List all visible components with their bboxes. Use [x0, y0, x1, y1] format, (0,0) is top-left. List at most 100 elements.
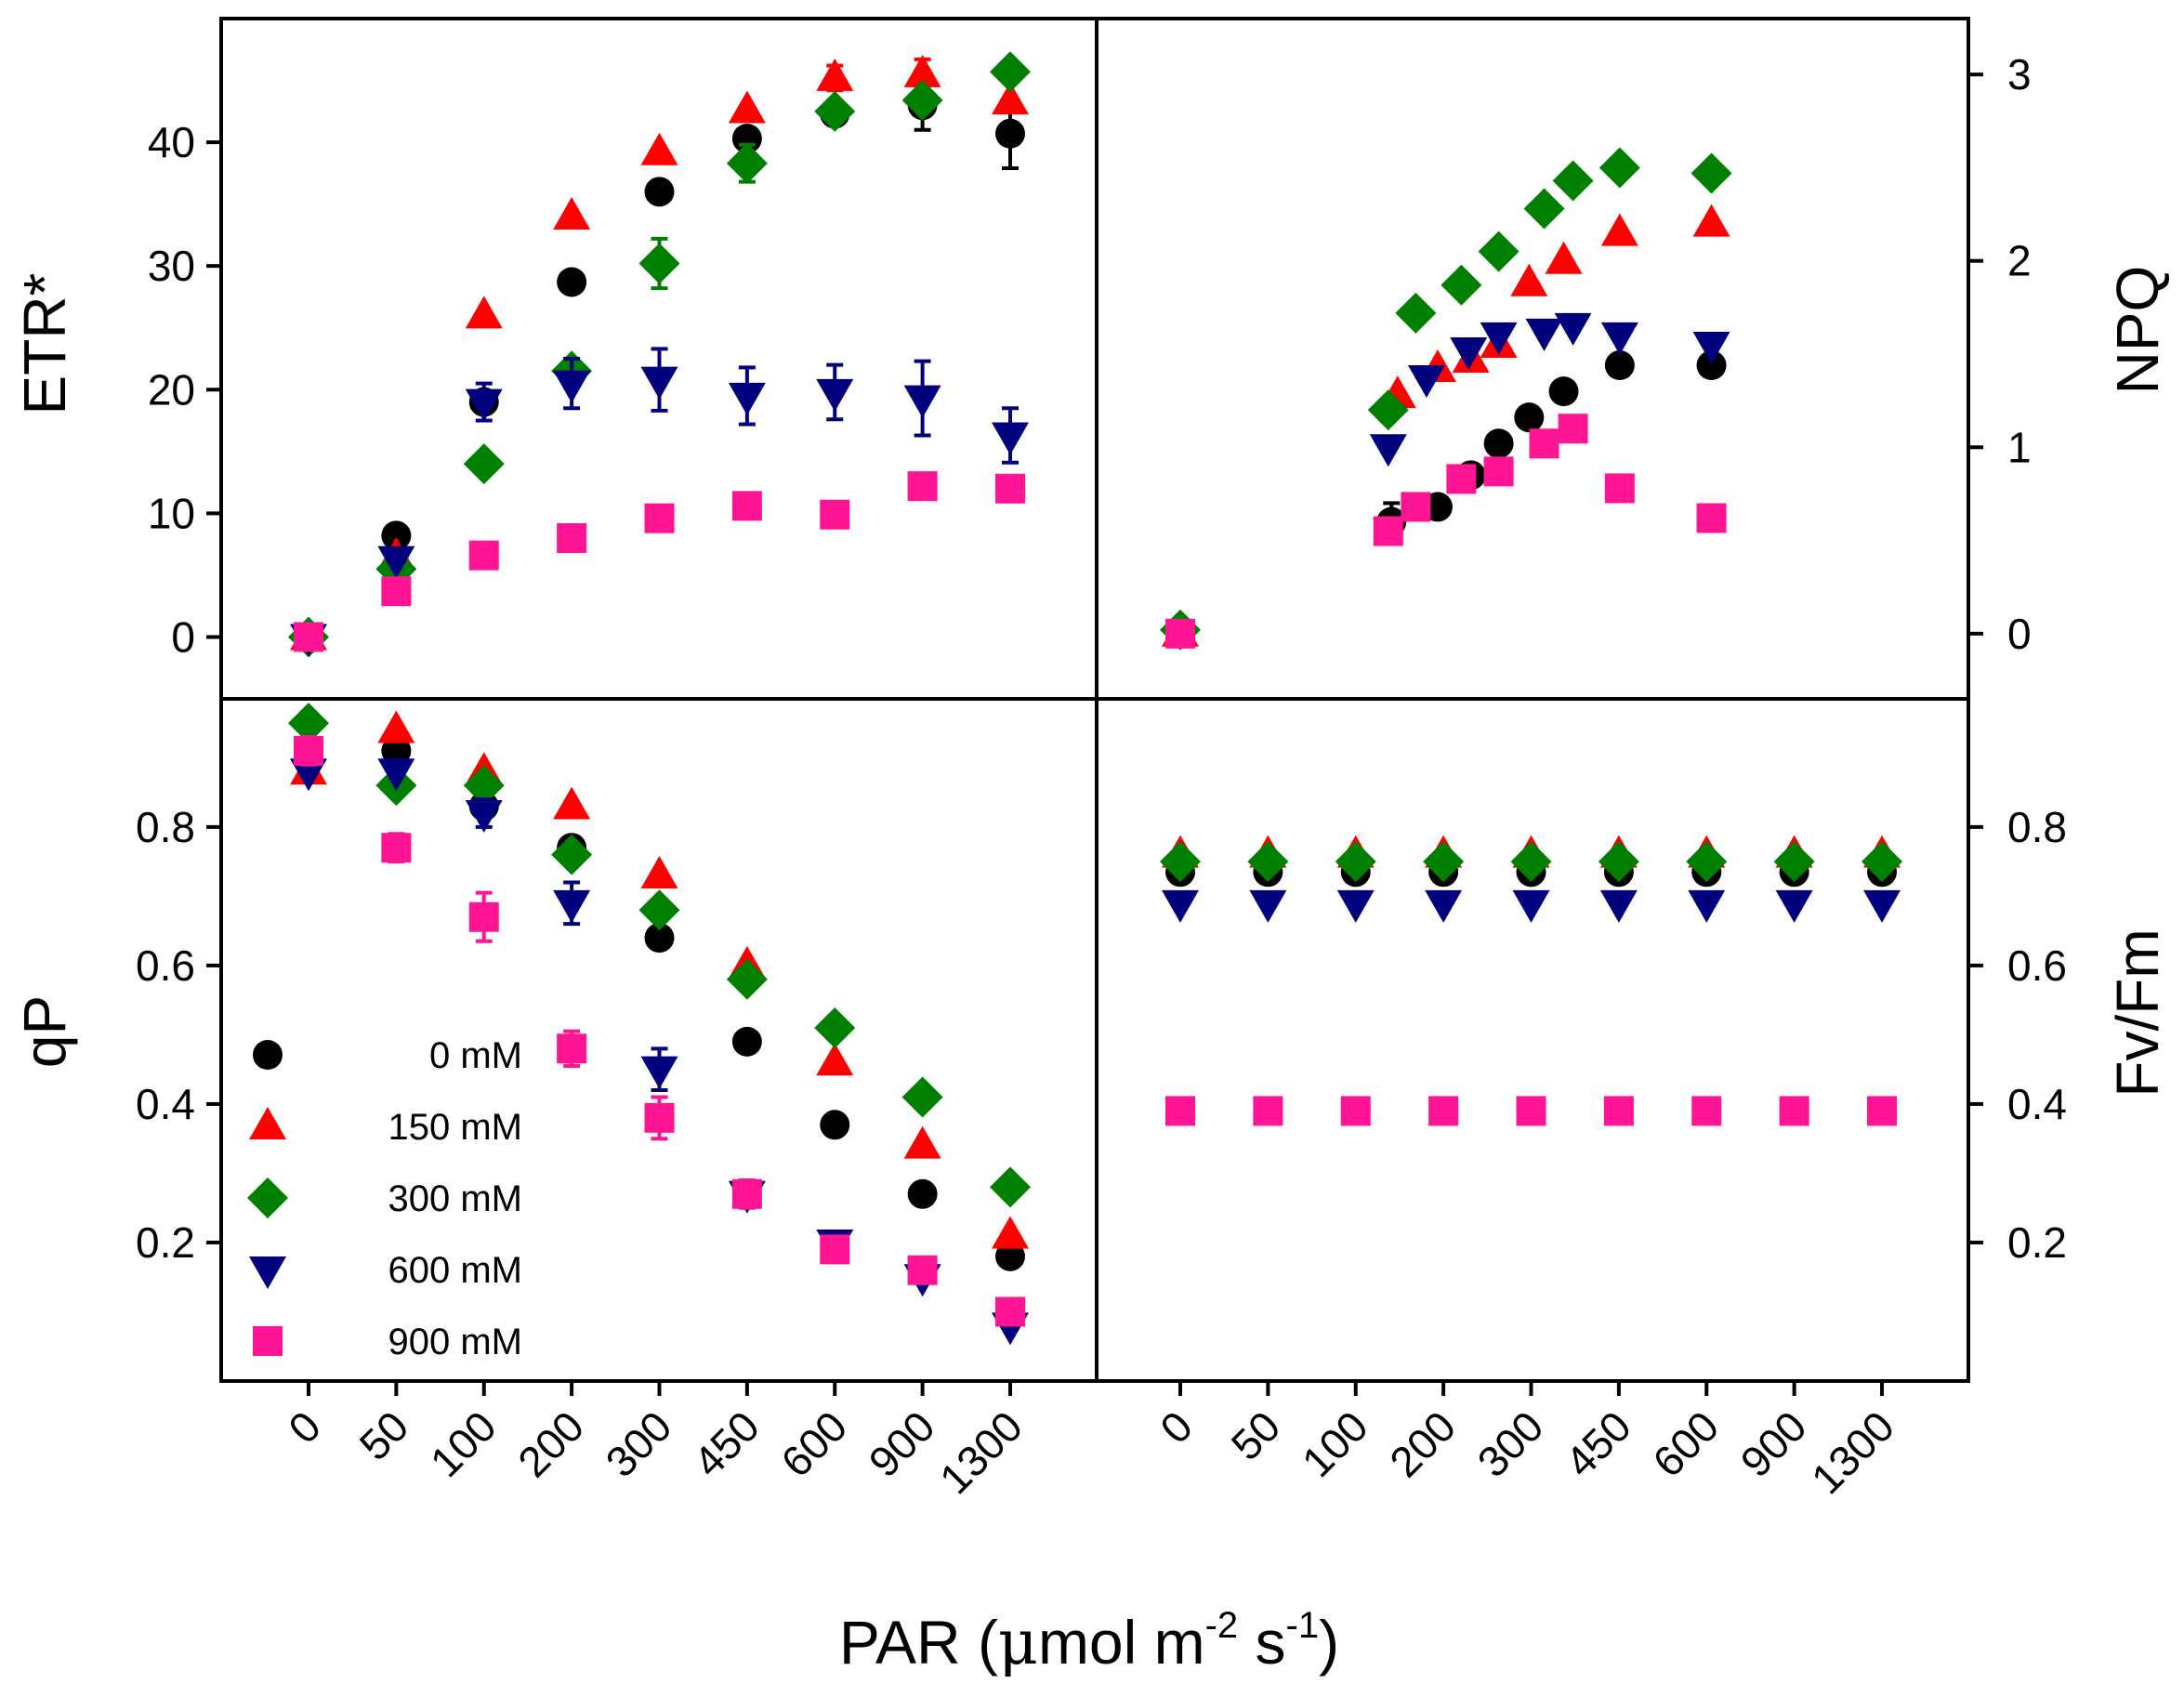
fvfm-y-tick-label: 0.6 — [2007, 941, 2067, 990]
fvfm-point-600mm-5 — [1599, 889, 1638, 923]
npq-point-150mm-6 — [1545, 241, 1583, 274]
etr-point-900mm-7 — [907, 471, 938, 502]
npq-y-tick-label: 2 — [2007, 237, 2032, 285]
qp-point-300mm-3 — [551, 834, 593, 875]
etr-y-tick-label: 10 — [148, 489, 195, 537]
x-title-close: ) — [1319, 1608, 1339, 1677]
etr-point-600mm-8 — [992, 422, 1029, 455]
npq-point-600mm-0 — [1369, 434, 1407, 467]
fvfm-point-600mm-2 — [1336, 889, 1375, 923]
qp-point-600mm-1 — [377, 758, 415, 792]
npq-point-0mm-7 — [1604, 350, 1635, 381]
npq-point-600mm-1 — [1407, 365, 1445, 399]
npq-point-600mm-6 — [1600, 322, 1638, 355]
panel-etr — [288, 51, 1031, 658]
fvfm-point-300mm-0 — [1160, 841, 1201, 883]
fvfm-point-900mm-2 — [1340, 1096, 1371, 1126]
qp-point-0mm-6 — [820, 1110, 850, 1140]
fvfm-axis-title: Fv/Fm — [2104, 928, 2171, 1097]
qp-point-150mm-3 — [553, 786, 591, 820]
etr-point-0mm-8 — [995, 118, 1025, 149]
legend-marker-0 — [253, 1040, 283, 1070]
x-title-mol: mol m — [1038, 1608, 1205, 1677]
npq-point-900mm-5 — [1529, 428, 1559, 459]
qp-point-300mm-5 — [726, 958, 768, 1000]
fvfm-y-tick-label: 0.2 — [2007, 1218, 2067, 1267]
qp-point-150mm-1 — [377, 710, 415, 743]
x-axis-title: PAR (μmol m-2 s-1) — [839, 1605, 1339, 1678]
fvfm-point-600mm-7 — [1775, 889, 1813, 923]
qp-point-300mm-6 — [814, 1006, 856, 1048]
qp-point-900mm-0 — [294, 735, 323, 766]
npq-point-900mm-7 — [1604, 473, 1635, 504]
etr-point-0mm-4 — [644, 177, 675, 207]
etr-point-300mm-4 — [638, 243, 680, 284]
fvfm-point-600mm-4 — [1512, 889, 1550, 923]
qp-point-150mm-8 — [992, 1216, 1029, 1249]
npq-point-150mm-7 — [1600, 213, 1638, 246]
fvfm-y-tick-label: 0.8 — [2007, 803, 2067, 851]
etr-point-900mm-2 — [468, 540, 499, 571]
etr-y-tick-label: 20 — [148, 365, 195, 414]
panel-qp — [288, 703, 1031, 1346]
etr-point-600mm-7 — [903, 385, 941, 418]
etr-point-900mm-0 — [294, 622, 323, 652]
npq-point-300mm-1 — [1367, 389, 1409, 431]
qp-point-300mm-2 — [463, 765, 505, 807]
npq-point-600mm-2 — [1450, 336, 1488, 370]
etr-point-600mm-2 — [465, 388, 503, 422]
etr-point-600mm-1 — [377, 546, 415, 579]
npq-point-0mm-6 — [1548, 376, 1579, 407]
qp-axis-title: qP — [11, 995, 78, 1068]
legend-marker-2 — [247, 1177, 288, 1218]
qp-point-300mm-8 — [990, 1166, 1031, 1208]
fvfm-point-900mm-4 — [1516, 1096, 1546, 1126]
qp-point-600mm-4 — [640, 1056, 678, 1089]
qp-point-150mm-6 — [816, 1043, 854, 1076]
npq-point-300mm-7 — [1599, 147, 1640, 189]
npq-point-900mm-8 — [1696, 503, 1727, 533]
legend: 0 mM 150 mM 300 mM 600 mM 900 mM — [247, 1035, 522, 1362]
qp-point-0mm-7 — [907, 1178, 938, 1209]
fvfm-point-600mm-1 — [1249, 889, 1287, 923]
etr-point-900mm-6 — [820, 499, 850, 530]
qp-point-0mm-5 — [731, 1026, 762, 1057]
fvfm-y-tick-label: 0.4 — [2007, 1080, 2067, 1128]
x-title-s: s — [1238, 1608, 1285, 1677]
x-title-main: PAR ( — [839, 1608, 998, 1677]
fvfm-point-900mm-3 — [1428, 1096, 1459, 1126]
qp-point-300mm-0 — [288, 703, 329, 744]
npq-y-tick-label: 3 — [2007, 50, 2032, 99]
etr-point-300mm-5 — [726, 142, 768, 184]
fvfm-point-900mm-6 — [1691, 1096, 1722, 1126]
fvfm-point-300mm-5 — [1598, 841, 1639, 883]
npq-y-tick-label: 1 — [2007, 423, 2032, 471]
npq-point-900mm-3 — [1446, 464, 1477, 494]
etr-point-150mm-5 — [728, 90, 766, 124]
npq-point-900mm-6 — [1558, 414, 1588, 444]
qp-point-600mm-0 — [290, 758, 327, 792]
etr-point-600mm-3 — [553, 370, 591, 403]
etr-point-300mm-7 — [901, 79, 943, 121]
etr-point-600mm-5 — [728, 382, 766, 415]
fvfm-point-300mm-3 — [1423, 841, 1465, 883]
etr-point-900mm-3 — [557, 522, 587, 553]
fvfm-point-300mm-1 — [1247, 841, 1289, 883]
fvfm-point-900mm-1 — [1253, 1096, 1283, 1126]
fvfm-point-900mm-7 — [1779, 1096, 1809, 1126]
legend-label-150mm: 150 mM — [388, 1107, 523, 1148]
panel-fvfm — [1160, 835, 1902, 1126]
npq-point-900mm-4 — [1483, 456, 1514, 487]
qp-point-900mm-5 — [731, 1178, 762, 1209]
npq-point-150mm-8 — [1692, 204, 1730, 237]
etr-point-150mm-7 — [903, 54, 941, 87]
qp-point-900mm-6 — [820, 1234, 850, 1265]
qp-point-600mm-2 — [465, 799, 503, 833]
npq-point-600mm-3 — [1480, 322, 1518, 355]
etr-point-0mm-3 — [557, 267, 587, 297]
legend-marker-3 — [249, 1256, 286, 1289]
qp-point-600mm-3 — [553, 889, 591, 923]
etr-point-150mm-8 — [992, 82, 1029, 115]
qp-point-900mm-8 — [995, 1296, 1025, 1327]
